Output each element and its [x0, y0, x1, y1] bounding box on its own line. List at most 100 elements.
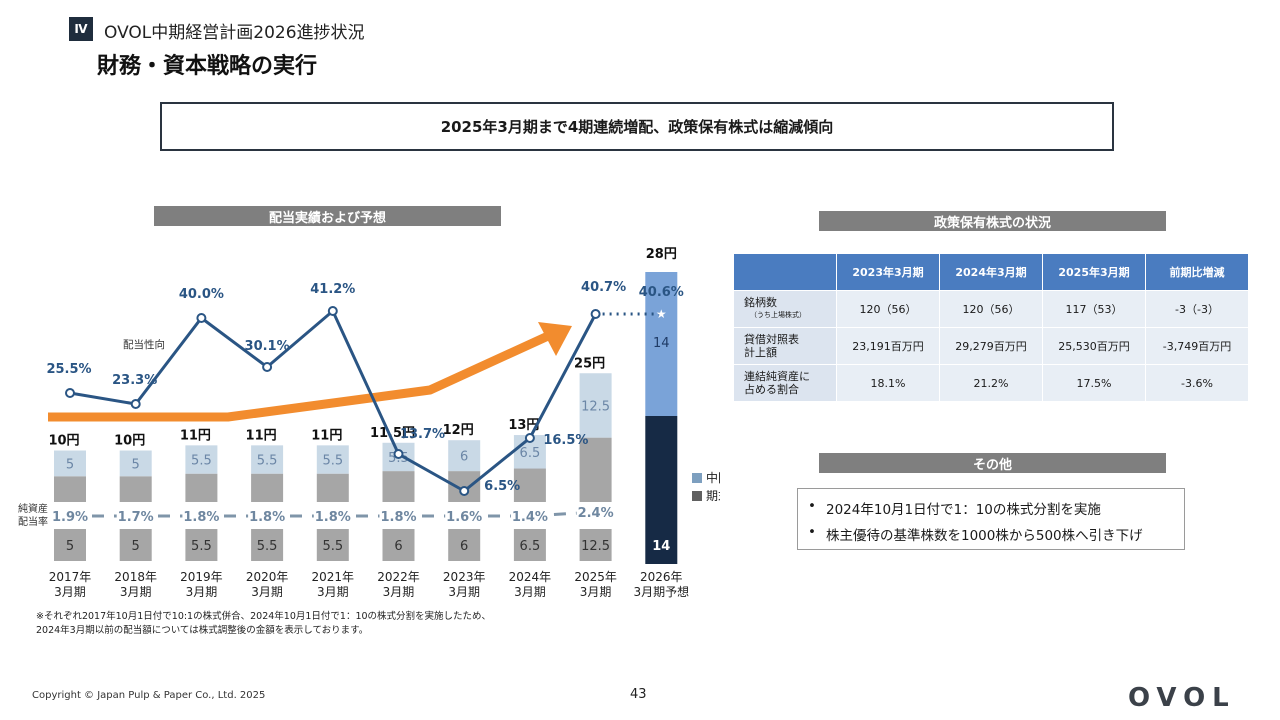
x-tick-label: 3月期 [448, 585, 480, 599]
holdings-col-blank [733, 253, 837, 291]
bar-total-label: 10円 [48, 434, 79, 449]
bar-year-end-box [251, 529, 284, 561]
bar-year-end [119, 476, 152, 502]
x-tick-label: 3月期 [383, 585, 415, 599]
legend-swatch-year-end [692, 491, 702, 501]
payout-series-name: 配当性向 [123, 338, 165, 351]
bar-year-end [382, 471, 415, 502]
payout-point [524, 433, 535, 443]
x-tick-label: 3月期 [317, 585, 349, 599]
row-label-amount: 貸借対照表 計上額 [733, 327, 837, 365]
x-tick-label: 3月期予想 [633, 584, 689, 599]
footnote-line1: ※それぞれ2017年10月1日付で10:1の株式併合、2024年10月1日付で1… [36, 611, 492, 622]
doe-label-bg [182, 507, 221, 523]
row-label-ratio-line1: 連結純資産に [744, 370, 810, 383]
payout-point [262, 362, 273, 372]
bar-year-end-box [185, 529, 218, 561]
legend-label-interim: 中間 [706, 470, 720, 485]
trend-arrow-head [538, 322, 572, 356]
x-tick-label: 2018年 [114, 570, 157, 584]
row-label-count: 銘柄数 （うち上場株式） [733, 290, 837, 328]
table-cell: 23,191百万円 [836, 327, 940, 365]
bar-year-end-label: 5.5 [257, 539, 278, 554]
bar-total-label: 28円 [646, 247, 677, 262]
table-cell: 25,530百万円 [1042, 327, 1146, 365]
row-label-count-main: 銘柄数 [744, 296, 777, 309]
bar-interim-label: 5 [132, 457, 140, 472]
holdings-col-2024: 2024年3月期 [939, 253, 1043, 291]
list-item-text: 株主優待の基準株数を1000株から500株へ引き下げ [826, 528, 1143, 544]
doe-label: 1.6% [446, 510, 482, 525]
table-cell: -3,749百万円 [1145, 327, 1249, 365]
bar-total-label: 13円 [508, 418, 539, 433]
payout-point [65, 388, 75, 398]
list-item-text: 2024年10月1日付で1：10の株式分割を実施 [826, 502, 1101, 518]
footnote-line2: 2024年3月期以前の配当額については株式調整後の金額を表示しております。 [36, 625, 369, 636]
bar-year-end-label: 6 [394, 539, 402, 554]
table-cell: -3.6% [1145, 364, 1249, 402]
payout-label: 13.7% [400, 427, 445, 442]
payout-point [459, 486, 470, 496]
list-item: • 2024年10月1日付で1：10の株式分割を実施 [808, 498, 1174, 518]
x-tick-label: 2021年 [312, 570, 355, 584]
x-tick-label: 2023年 [443, 570, 486, 584]
bar-total-label: 10円 [114, 434, 145, 449]
x-tick-label: 3月期 [580, 585, 612, 599]
table-cell: -3（-3） [1145, 290, 1249, 328]
bar-interim-label: 5.5 [191, 454, 212, 469]
table-cell: 17.5% [1042, 364, 1146, 402]
bar-total-label: 11円 [246, 428, 277, 443]
row-label-ratio-line2: 占める割合 [744, 383, 799, 396]
bar-interim-label: 5.5 [257, 454, 278, 469]
x-tick-label: 3月期 [120, 585, 152, 599]
table-cell: 120（56） [939, 290, 1043, 328]
page-title: 財務・資本戦略の実行 [97, 54, 318, 79]
dividend-section-title: 配当実績および予想 [154, 206, 501, 226]
bar-year-end-box [119, 529, 152, 561]
row-label-amount-line1: 貸借対照表 [744, 333, 799, 346]
section-title: OVOL中期経営計画2026進捗状況 [104, 23, 365, 43]
bullet-icon: • [808, 498, 816, 514]
x-tick-label: 2022年 [377, 570, 420, 584]
row-label-amount-line2: 計上額 [744, 346, 777, 359]
payout-label: 23.3% [112, 373, 157, 388]
x-tick-label: 2026年 [640, 570, 683, 584]
doe-label-bg [248, 507, 287, 523]
legend-swatch-interim [692, 473, 702, 483]
bar-interim [251, 445, 284, 474]
table-cell: 120（56） [836, 290, 940, 328]
doe-label: 2.4% [578, 506, 614, 521]
table-cell: 18.1% [836, 364, 940, 402]
bar-year-end-label: 14 [652, 539, 670, 554]
bar-interim-label: 6 [460, 450, 468, 465]
doe-label: 1.8% [380, 510, 416, 525]
trend-arrow [48, 331, 550, 422]
holdings-col-2023: 2023年3月期 [836, 253, 940, 291]
bar-year-end-forecast [645, 416, 678, 564]
doe-label-bg [510, 507, 549, 523]
list-item: • 株主優待の基準株数を1000株から500株へ引き下げ [808, 524, 1174, 544]
payout-point [590, 309, 601, 319]
payout-label: 40.6% [639, 285, 684, 300]
bar-year-end-box [382, 529, 415, 561]
bar-year-end-box [54, 529, 86, 561]
headline-text: 2025年3月期まで4期連続増配、政策保有株式は縮減傾向 [440, 118, 834, 136]
payout-label: 30.1% [245, 339, 290, 354]
x-tick-label: 2025年 [574, 570, 617, 584]
table-cell: 29,279百万円 [939, 327, 1043, 365]
doe-label: 1.9% [52, 510, 88, 525]
bar-year-end-label: 6 [460, 539, 468, 554]
holdings-row-count: 銘柄数 （うち上場株式） 120（56） 120（56） 117（53） -3（… [733, 290, 1249, 328]
other-list: • 2024年10月1日付で1：10の株式分割を実施 • 株主優待の基準株数を100… [797, 488, 1185, 550]
bar-interim-forecast [645, 272, 678, 416]
x-tick-label: 3月期 [54, 585, 86, 599]
bar-interim [54, 450, 86, 477]
holdings-col-2025: 2025年3月期 [1042, 253, 1146, 291]
x-tick-label: 3月期 [514, 585, 546, 599]
bar-interim-label: 5.5 [322, 454, 343, 469]
holdings-col-change: 前期比増減 [1145, 253, 1249, 291]
bar-year-end [54, 476, 86, 502]
payout-point [327, 306, 338, 316]
doe-label: 1.8% [249, 510, 285, 525]
bar-total-label: 11円 [311, 428, 342, 443]
